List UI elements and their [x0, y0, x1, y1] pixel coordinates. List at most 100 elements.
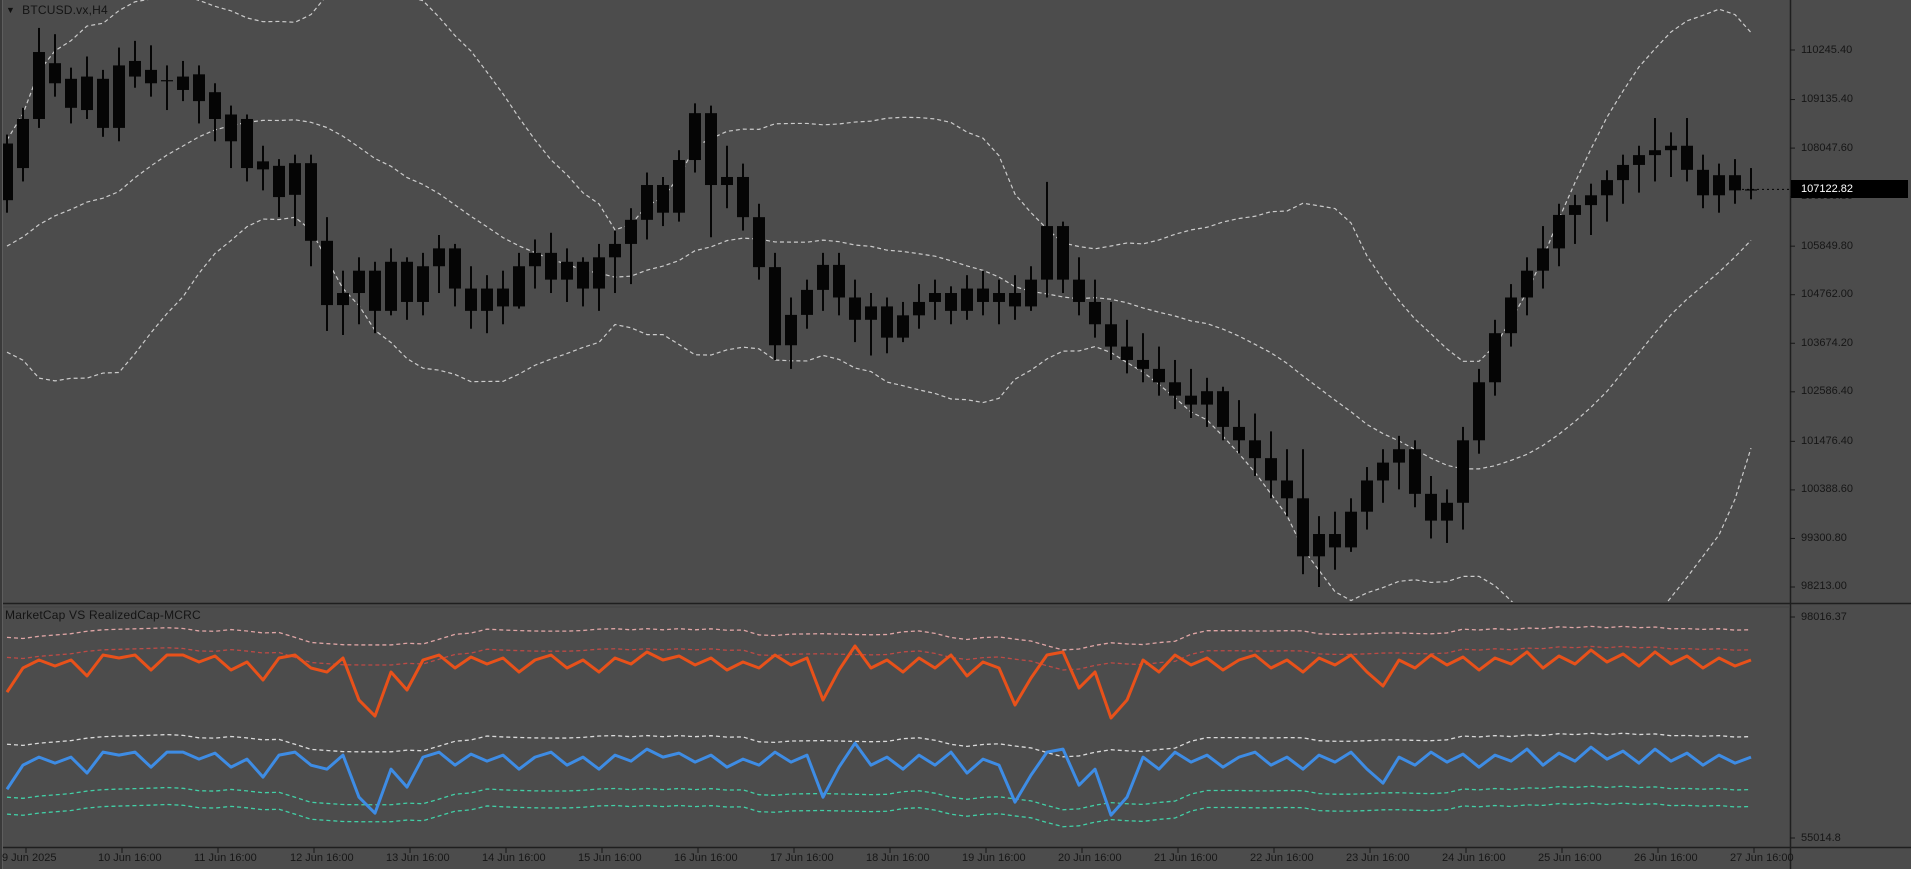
- candle-body: [65, 78, 77, 108]
- mcrc-middle-band: [6, 732, 1752, 758]
- candle-body: [1553, 214, 1565, 249]
- candle-body: [209, 92, 221, 119]
- candle-body: [257, 161, 269, 170]
- candle-body: [49, 63, 61, 84]
- marketcap-line: [5, 644, 1752, 720]
- candle-body: [1329, 534, 1341, 548]
- main-chart-pane: [1, 0, 1790, 602]
- candle-body: [961, 288, 973, 311]
- price-axis-label: 98213.00: [1801, 580, 1847, 593]
- price-axis-label: 103674.20: [1801, 336, 1853, 349]
- candle-body: [1, 143, 13, 201]
- candle-body: [1089, 301, 1101, 325]
- candle-body: [1201, 391, 1213, 405]
- indicator-pane: [5, 625, 1752, 828]
- time-axis-label: 18 Jun 16:00: [866, 852, 930, 864]
- bollinger-middle-band: [6, 119, 1752, 470]
- candle-body: [1185, 395, 1197, 405]
- candle-body: [353, 270, 365, 294]
- price-axis-label: 109135.40: [1801, 93, 1853, 106]
- window-left-border: [0, 0, 2, 869]
- candle-body: [81, 76, 93, 111]
- candle-body: [657, 185, 669, 213]
- time-axis-label: 21 Jun 16:00: [1154, 852, 1218, 864]
- candle-body: [481, 288, 493, 311]
- candle-body: [97, 78, 109, 128]
- current-price-value: 107122.82: [1801, 183, 1853, 195]
- candle-body: [705, 113, 717, 186]
- time-axis-label: 15 Jun 16:00: [578, 852, 642, 864]
- candle-body: [833, 264, 845, 298]
- time-axis-label: 25 Jun 16:00: [1538, 852, 1602, 864]
- candle-body: [225, 114, 237, 142]
- candle-body: [1425, 493, 1437, 521]
- candle-body: [113, 65, 125, 128]
- candle-body: [1585, 195, 1597, 206]
- candle-body: [305, 163, 317, 241]
- candle-body: [529, 252, 541, 267]
- candle-body: [1041, 226, 1053, 280]
- candle-body: [1537, 248, 1549, 271]
- price-axis-label: 102586.40: [1801, 385, 1853, 398]
- candle-body: [241, 118, 253, 169]
- indicator-axis-label: 98016.37: [1801, 611, 1847, 623]
- candle-body: [289, 163, 301, 195]
- candle-body: [433, 248, 445, 267]
- candle-body: [1681, 145, 1693, 170]
- candle-body: [17, 118, 29, 169]
- mcrc-lower-band-2: [6, 802, 1752, 828]
- symbol-dropdown-icon[interactable]: ▼: [6, 4, 16, 15]
- candle-body: [753, 217, 765, 268]
- candle-body: [1137, 359, 1149, 369]
- candle-body: [1233, 426, 1245, 441]
- price-axis-label: 100388.60: [1801, 483, 1853, 496]
- candle-body: [273, 165, 285, 198]
- symbol-title-bar: ▼ BTCUSD.vx,H4: [6, 3, 108, 17]
- symbol-title: BTCUSD.vx,H4: [22, 3, 108, 17]
- candle-body: [1249, 440, 1261, 459]
- candle-body: [1281, 480, 1293, 499]
- candle-body: [737, 176, 749, 218]
- candle-body: [593, 257, 605, 289]
- candle-body: [1665, 145, 1677, 151]
- candle-body: [1521, 270, 1533, 298]
- candle-body: [609, 243, 621, 258]
- candle-body: [561, 261, 573, 280]
- candle-body: [33, 52, 45, 119]
- time-axis-label: 10 Jun 16:00: [98, 852, 162, 864]
- candle-body: [1169, 382, 1181, 396]
- candle-body: [1025, 279, 1037, 307]
- candle-body: [193, 74, 205, 102]
- candle-body: [1345, 511, 1357, 548]
- candle-body: [1441, 502, 1453, 521]
- candle-body: [1649, 150, 1661, 156]
- candle-body: [849, 297, 861, 320]
- candle-body: [1601, 180, 1613, 196]
- candle-body: [321, 240, 333, 306]
- time-axis-label: 16 Jun 16:00: [674, 852, 738, 864]
- candle-body: [945, 293, 957, 311]
- mcrc-lower-band-1: [6, 785, 1752, 811]
- bollinger-upper-band: [6, 0, 1752, 362]
- candle-body: [1633, 155, 1645, 165]
- candle-body: [1361, 480, 1373, 512]
- candle-body: [337, 293, 349, 306]
- candle-body: [369, 270, 381, 311]
- time-axis-label: 26 Jun 16:00: [1634, 852, 1698, 864]
- candle-body: [1217, 391, 1229, 427]
- candle-body: [1377, 462, 1389, 481]
- realizedcap-line: [5, 741, 1752, 817]
- candle-body: [1121, 346, 1133, 360]
- candle-body: [1473, 382, 1485, 441]
- price-axis-label: 99300.80: [1801, 531, 1847, 544]
- candle-body: [1265, 458, 1277, 481]
- candle-body: [641, 185, 653, 220]
- candle-body: [145, 69, 157, 84]
- price-axis-label: 110245.40: [1801, 43, 1853, 56]
- time-axis-label: 9 Jun 2025: [2, 852, 57, 864]
- candle-body: [1313, 534, 1325, 557]
- candle-body: [417, 266, 429, 302]
- time-axis-label: 20 Jun 16:00: [1058, 852, 1122, 864]
